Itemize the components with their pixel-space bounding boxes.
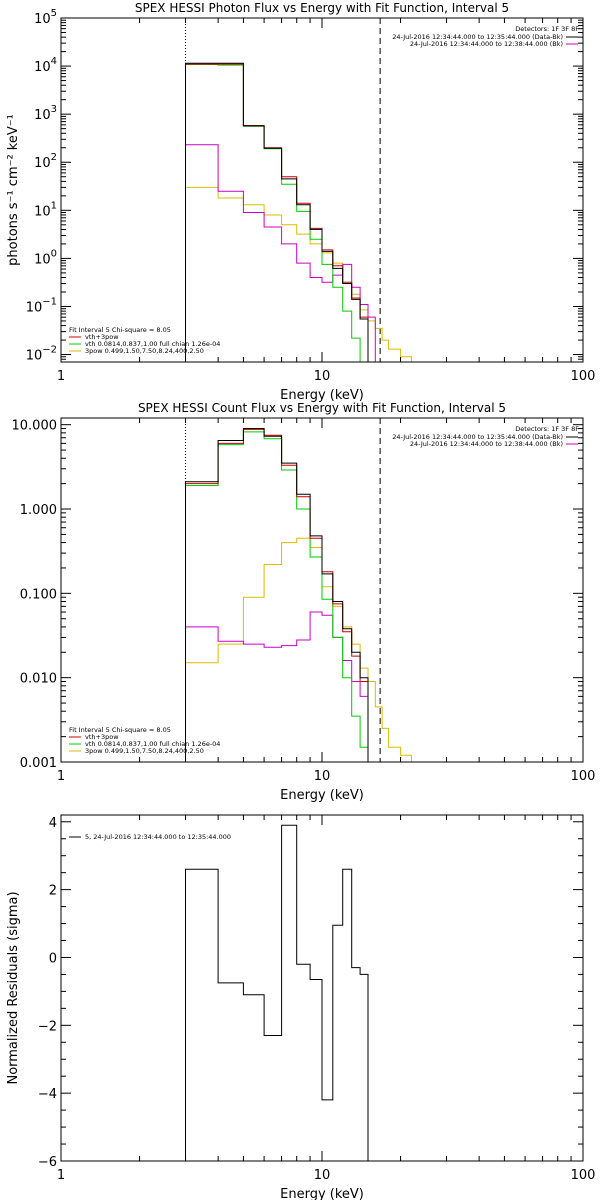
x-tick-label: 1 <box>57 769 65 784</box>
legend-entry: vth 0.0814,0.837,1.00 full chian 1.26e-0… <box>85 740 220 748</box>
series-vth+3pow-line <box>185 63 369 362</box>
y-tick-label: 103 <box>34 104 57 123</box>
x-axis-label: Energy (keV) <box>280 788 364 803</box>
chart-title: SPEX HESSI Photon Flux vs Energy with Fi… <box>135 1 509 15</box>
chart-1: 1 10 100 10−2 10−1 100 101 102 103 104 105 SPEX HES… <box>6 1 595 403</box>
y-tick-label: 10−2 <box>26 345 57 364</box>
y-tick-label: −6 <box>38 1155 57 1170</box>
series-3pow-line <box>185 186 412 362</box>
legend-entry: vth+3pow <box>85 333 119 341</box>
detectors-label: Detectors: 1F 3F 8F <box>515 425 579 433</box>
x-tick-label: 10 <box>314 769 331 784</box>
y-tick-label: 10.000 <box>12 419 58 434</box>
x-tick-label: 100 <box>571 369 596 384</box>
y-tick-label: 4 <box>49 816 57 831</box>
y-tick-label: 101 <box>34 200 57 219</box>
detectors-label: Detectors: 1F 3F 8F <box>515 25 579 33</box>
series-line-4-line <box>185 144 376 362</box>
y-tick-label: 105 <box>34 8 57 27</box>
series-line-1-line <box>185 62 369 362</box>
x-axis-label: Energy (keV) <box>280 1187 364 1200</box>
y-tick-label: 100 <box>34 248 57 267</box>
plot-frame <box>60 17 584 363</box>
chart-3: 1 10 100 −6 −4 −2 0 2 4 Energy (keV) Normalized Re… <box>6 814 596 1200</box>
series-line-1-line <box>185 428 369 762</box>
legend-entry: vth 0.0814,0.837,1.00 full chian 1.26e-0… <box>85 340 220 348</box>
x-tick-label: 100 <box>571 769 596 784</box>
time-interval-label: 24-Jul-2016 12:34:44.000 to 12:35:44.000… <box>392 33 563 41</box>
chart-title: SPEX HESSI Count Flux vs Energy with Fit… <box>138 401 506 415</box>
chart-2: 1 10 100 0.001 0.010 0.100 1.000 10.000 SPEX HES… <box>12 401 596 803</box>
y-tick-label: 104 <box>34 56 57 75</box>
series-5,-line <box>185 824 369 1161</box>
y-tick-label: 0 <box>49 951 57 966</box>
y-tick-label: 102 <box>34 152 57 171</box>
legend-entry: 5, 24-Jul-2016 12:34:44.000 to 12:35:44.… <box>85 833 231 841</box>
x-tick-label: 10 <box>314 1168 331 1183</box>
series-vth-line <box>185 64 361 362</box>
legend-entry: 3pow 0.499,1.50,7.50,8.24,400,2.50 <box>85 347 204 355</box>
x-tick-label: 1 <box>57 369 65 384</box>
y-tick-label: 0.100 <box>20 587 57 602</box>
y-tick-label: 2 <box>49 884 57 899</box>
y-axis-label: Normalized Residuals (sigma) <box>6 891 21 1084</box>
y-tick-label: −2 <box>38 1019 57 1034</box>
series-3pow-line <box>185 537 412 762</box>
legend-entry: 3pow 0.499,1.50,7.50,8.24,400,2.50 <box>85 747 204 755</box>
x-axis-label: Energy (keV) <box>280 388 364 403</box>
y-axis-label: photons s⁻¹ cm⁻² keV⁻¹ <box>6 114 21 266</box>
x-tick-label: 100 <box>571 1168 596 1183</box>
y-tick-label: 1.000 <box>20 503 57 518</box>
time-interval-label: 24-Jul-2016 12:34:44.000 to 12:38:44.000… <box>410 40 563 48</box>
legend-entry: vth+3pow <box>85 733 119 741</box>
y-tick-label: −4 <box>38 1087 57 1102</box>
time-interval-label: 24-Jul-2016 12:34:44.000 to 12:35:44.000… <box>392 433 563 441</box>
time-interval-label: 24-Jul-2016 12:34:44.000 to 12:38:44.000… <box>410 440 563 448</box>
x-tick-label: 1 <box>57 1168 65 1183</box>
series-vth+3pow-line <box>185 428 369 762</box>
fit-note: Fit Interval 5 Chi-square = 8.05 <box>69 326 171 334</box>
x-tick-label: 10 <box>314 369 331 384</box>
y-tick-label: 0.001 <box>20 756 57 771</box>
y-tick-label: 0.010 <box>20 672 57 687</box>
fit-note: Fit Interval 5 Chi-square = 8.05 <box>69 726 171 734</box>
y-tick-label: 10−1 <box>26 296 57 315</box>
